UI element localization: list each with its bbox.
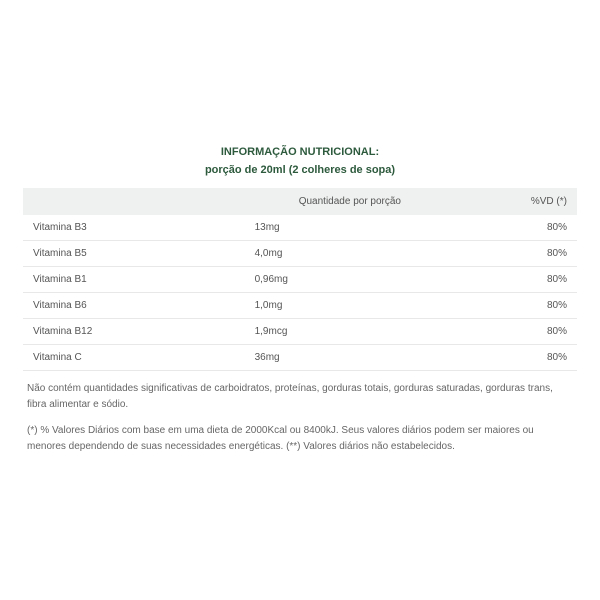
cell-qty: 1,9mcg <box>245 318 456 344</box>
cell-name: Vitamina B5 <box>23 240 245 266</box>
cell-name: Vitamina B6 <box>23 292 245 318</box>
note-no-significant: Não contém quantidades significativas de… <box>23 381 577 413</box>
table-row: Vitamina B1 0,96mg 80% <box>23 266 577 292</box>
cell-vd: 80% <box>455 215 577 241</box>
cell-vd: 80% <box>455 344 577 370</box>
nutrition-panel: INFORMAÇÃO NUTRICIONAL: porção de 20ml (… <box>15 146 585 455</box>
table-row: Vitamina B12 1,9mcg 80% <box>23 318 577 344</box>
cell-name: Vitamina C <box>23 344 245 370</box>
table-row: Vitamina B3 13mg 80% <box>23 215 577 241</box>
cell-vd: 80% <box>455 266 577 292</box>
cell-qty: 0,96mg <box>245 266 456 292</box>
cell-name: Vitamina B12 <box>23 318 245 344</box>
panel-title: INFORMAÇÃO NUTRICIONAL: <box>23 146 577 158</box>
table-row: Vitamina B6 1,0mg 80% <box>23 292 577 318</box>
cell-vd: 80% <box>455 292 577 318</box>
nutrition-table: Quantidade por porção %VD (*) Vitamina B… <box>23 188 577 371</box>
cell-name: Vitamina B1 <box>23 266 245 292</box>
cell-qty: 13mg <box>245 215 456 241</box>
cell-qty: 4,0mg <box>245 240 456 266</box>
header-empty <box>23 188 245 215</box>
cell-vd: 80% <box>455 240 577 266</box>
header-vd: %VD (*) <box>455 188 577 215</box>
table-header-row: Quantidade por porção %VD (*) <box>23 188 577 215</box>
note-daily-values: (*) % Valores Diários com base em uma di… <box>23 423 577 455</box>
header-qty: Quantidade por porção <box>245 188 456 215</box>
panel-subtitle: porção de 20ml (2 colheres de sopa) <box>23 164 577 176</box>
cell-name: Vitamina B3 <box>23 215 245 241</box>
table-row: Vitamina B5 4,0mg 80% <box>23 240 577 266</box>
cell-vd: 80% <box>455 318 577 344</box>
table-row: Vitamina C 36mg 80% <box>23 344 577 370</box>
cell-qty: 1,0mg <box>245 292 456 318</box>
cell-qty: 36mg <box>245 344 456 370</box>
